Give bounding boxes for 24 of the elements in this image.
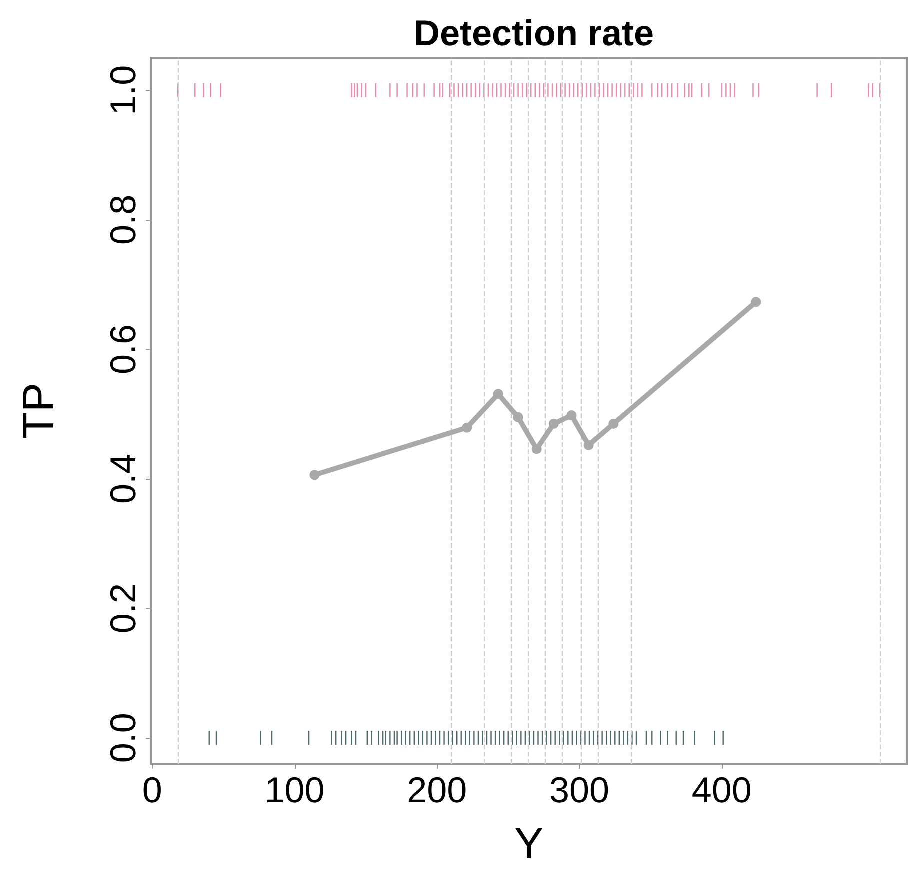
point [462, 422, 472, 433]
x-axis-title: Y [514, 820, 544, 868]
y-tick-label: 0.8 [102, 194, 144, 245]
y-tick-label: 0.4 [102, 454, 144, 504]
y-tick-label: 0.0 [102, 713, 144, 764]
y-tick-label: 0.2 [102, 584, 144, 634]
point [532, 444, 542, 454]
point [513, 412, 524, 422]
y-tick-label: 1.0 [102, 65, 144, 116]
point [566, 410, 577, 421]
x-tick-label: 400 [692, 770, 752, 810]
x-tick-label: 300 [550, 770, 610, 810]
x-tick-label: 200 [407, 770, 468, 810]
chart-title: Detection rate [414, 12, 654, 54]
point [493, 389, 504, 400]
y-tick-label: 0.6 [102, 324, 144, 374]
x-tick-label: 100 [264, 770, 325, 810]
point [584, 440, 594, 450]
y-axis-title: TP [14, 382, 64, 440]
x-tick-label: 0 [142, 770, 162, 810]
point [751, 297, 762, 308]
point [548, 418, 559, 429]
point [310, 470, 320, 480]
point [608, 418, 619, 429]
